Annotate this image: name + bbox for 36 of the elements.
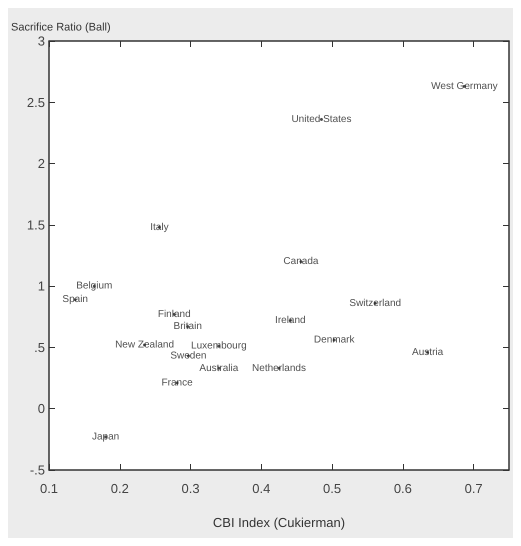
series-label: West Germany bbox=[431, 80, 498, 92]
y-tick-label: 2 bbox=[38, 156, 45, 172]
x-tick-label: 0.7 bbox=[464, 481, 483, 496]
x-tick-label: 0.2 bbox=[110, 481, 129, 496]
x-tick-label: 0.3 bbox=[182, 481, 200, 496]
x-axis-title: CBI Index (Cukierman) bbox=[212, 515, 346, 530]
series-label: Canada bbox=[283, 256, 319, 268]
x-tick-label: 0.6 bbox=[394, 481, 412, 496]
series-label: Australia bbox=[199, 362, 239, 374]
y-tick-label: 2.5 bbox=[26, 94, 45, 110]
y-tick-label: -.5 bbox=[30, 462, 45, 478]
y-tick-label: 0 bbox=[38, 401, 45, 416]
x-tick-label: 0.1 bbox=[40, 481, 58, 496]
y-tick-label: 3 bbox=[38, 34, 45, 48]
y-tick-label: 1 bbox=[38, 278, 45, 294]
series-label: Finland bbox=[158, 308, 191, 320]
series-label: United States bbox=[291, 114, 352, 125]
series-label: Netherlands bbox=[252, 362, 306, 374]
series-label: Spain bbox=[62, 294, 88, 306]
y-tick-label: .5 bbox=[34, 340, 45, 355]
series-label: Luxembourg bbox=[191, 340, 247, 352]
series-label: Denmark bbox=[314, 334, 356, 346]
series-label: Belgium bbox=[76, 280, 112, 292]
series-label: Austria bbox=[412, 346, 444, 358]
series-label: France bbox=[162, 377, 194, 388]
y-tick-label: 1.5 bbox=[26, 217, 45, 232]
series-label: Switzerland bbox=[349, 298, 402, 309]
series-label: Britain bbox=[174, 321, 202, 332]
x-tick-label: 0.5 bbox=[323, 481, 342, 496]
series-label: Japan bbox=[92, 431, 120, 442]
x-tick-label: 0.4 bbox=[252, 481, 270, 496]
y-axis-title: Sacrifice Ratio (Ball) bbox=[11, 22, 111, 34]
series-label: Sweden bbox=[170, 350, 206, 362]
series-label: Italy bbox=[150, 222, 169, 233]
series-label: New Zealand bbox=[115, 339, 174, 350]
series-label: Ireland bbox=[275, 314, 306, 326]
